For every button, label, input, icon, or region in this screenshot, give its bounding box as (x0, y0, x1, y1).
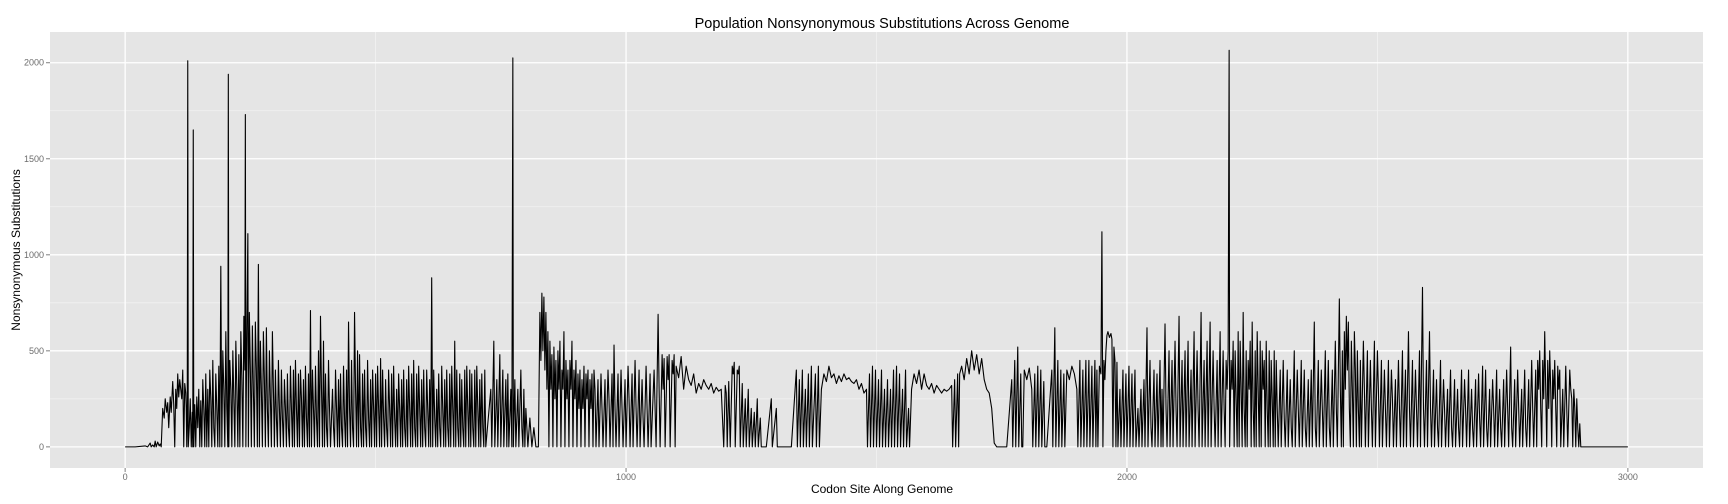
y-tick-label: 1000 (24, 250, 44, 260)
x-tick-label: 2000 (1117, 472, 1137, 482)
x-tick-label: 1000 (616, 472, 636, 482)
y-axis-label: Nonsynonymous Substitutions (9, 169, 23, 330)
y-tick-label: 1500 (24, 154, 44, 164)
x-tick-label: 0 (123, 472, 128, 482)
x-tick-label: 3000 (1618, 472, 1638, 482)
y-axis-ticks: 0 500 1000 1500 2000 (24, 58, 50, 452)
series-group (125, 49, 1628, 448)
y-tick-label: 2000 (24, 58, 44, 68)
chart-title: Population Nonsynonymous Substitutions A… (695, 16, 1070, 32)
y-tick-label: 0 (39, 442, 44, 452)
x-axis-ticks: 0 1000 2000 3000 (123, 468, 1638, 482)
y-tick-label: 500 (29, 346, 44, 356)
x-axis-label: Codon Site Along Genome (811, 482, 953, 496)
series-line (125, 49, 1628, 448)
grid-lines (50, 32, 1703, 468)
